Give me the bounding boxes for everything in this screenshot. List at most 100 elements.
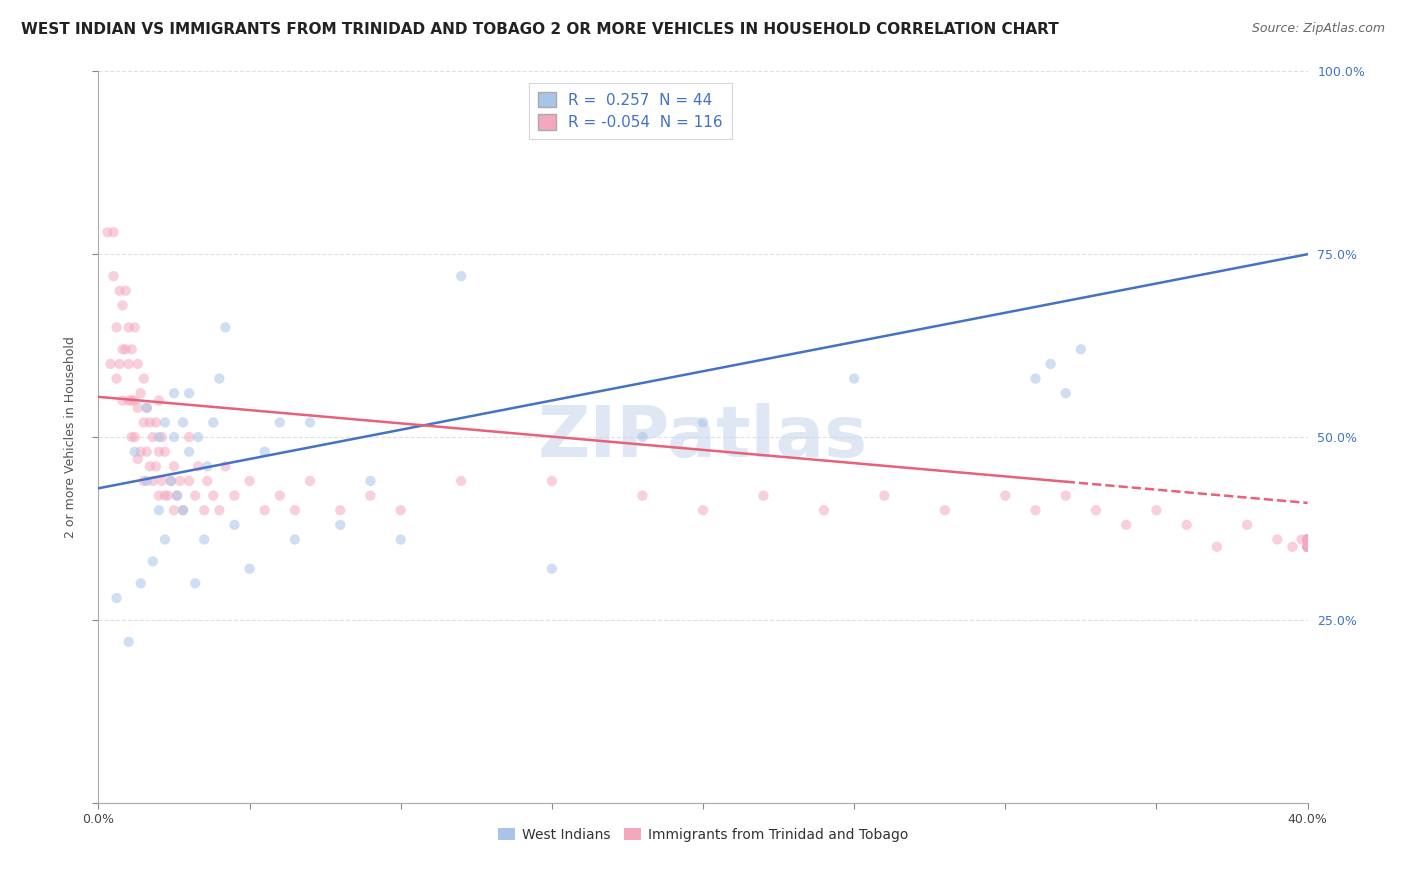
Point: [114, 284, 136, 298]
Point: [187, 459, 209, 474]
Point: [124, 444, 146, 458]
Point: [269, 489, 291, 503]
Point: [103, 269, 125, 284]
Point: [129, 576, 152, 591]
Point: [124, 393, 146, 408]
Point: [150, 474, 173, 488]
Point: [132, 416, 155, 430]
Point: [111, 393, 134, 408]
Point: [172, 416, 194, 430]
Legend: West Indians, Immigrants from Trinidad and Tobago: West Indians, Immigrants from Trinidad a…: [492, 822, 914, 847]
Point: [224, 517, 246, 532]
Point: [129, 444, 152, 458]
Point: [127, 357, 149, 371]
Point: [193, 533, 215, 547]
Point: [105, 591, 128, 605]
Point: [153, 533, 176, 547]
Point: [540, 474, 562, 488]
Point: [1085, 503, 1108, 517]
Point: [202, 489, 225, 503]
Point: [118, 393, 141, 408]
Point: [121, 343, 143, 357]
Point: [214, 459, 236, 474]
Point: [389, 533, 412, 547]
Point: [450, 269, 472, 284]
Point: [179, 430, 201, 444]
Point: [184, 576, 207, 591]
Point: [389, 503, 412, 517]
Point: [163, 503, 186, 517]
Point: [1024, 371, 1046, 385]
Point: [135, 401, 157, 415]
Point: [1291, 533, 1313, 547]
Point: [1115, 517, 1137, 532]
Point: [1296, 533, 1319, 547]
Point: [1296, 540, 1319, 554]
Point: [450, 474, 472, 488]
Point: [108, 284, 131, 298]
Point: [179, 444, 201, 458]
Point: [1296, 533, 1319, 547]
Point: [269, 416, 291, 430]
Point: [179, 474, 201, 488]
Point: [108, 357, 131, 371]
Point: [142, 474, 165, 488]
Point: [195, 474, 218, 488]
Point: [994, 489, 1017, 503]
Point: [1296, 533, 1319, 547]
Point: [124, 430, 146, 444]
Point: [1206, 540, 1229, 554]
Point: [692, 503, 714, 517]
Point: [934, 503, 956, 517]
Point: [150, 430, 173, 444]
Point: [1175, 517, 1198, 532]
Point: [1070, 343, 1092, 357]
Point: [813, 503, 835, 517]
Point: [111, 343, 134, 357]
Point: [142, 554, 165, 568]
Point: [1296, 533, 1319, 547]
Point: [127, 452, 149, 467]
Point: [1296, 540, 1319, 554]
Point: [1054, 386, 1077, 401]
Point: [1296, 540, 1319, 554]
Point: [111, 298, 134, 312]
Point: [153, 416, 176, 430]
Point: [132, 371, 155, 385]
Point: [284, 503, 307, 517]
Point: [172, 503, 194, 517]
Point: [540, 562, 562, 576]
Point: [135, 444, 157, 458]
Text: Source: ZipAtlas.com: Source: ZipAtlas.com: [1251, 22, 1385, 36]
Point: [96, 225, 118, 239]
Y-axis label: 2 or more Vehicles in Household: 2 or more Vehicles in Household: [63, 336, 77, 538]
Point: [105, 320, 128, 334]
Point: [1281, 540, 1303, 554]
Point: [1296, 533, 1319, 547]
Point: [329, 503, 352, 517]
Point: [139, 459, 162, 474]
Point: [1296, 533, 1319, 547]
Point: [1296, 540, 1319, 554]
Point: [139, 416, 162, 430]
Point: [153, 489, 176, 503]
Point: [1296, 533, 1319, 547]
Point: [187, 430, 209, 444]
Point: [360, 489, 382, 503]
Point: [208, 503, 231, 517]
Point: [169, 474, 191, 488]
Point: [163, 430, 186, 444]
Point: [631, 489, 654, 503]
Point: [129, 386, 152, 401]
Point: [1296, 533, 1319, 547]
Point: [1267, 533, 1289, 547]
Point: [253, 503, 276, 517]
Point: [873, 489, 896, 503]
Point: [121, 393, 143, 408]
Point: [1296, 540, 1319, 554]
Point: [1296, 540, 1319, 554]
Point: [844, 371, 866, 385]
Point: [100, 357, 122, 371]
Point: [145, 459, 167, 474]
Point: [1296, 533, 1319, 547]
